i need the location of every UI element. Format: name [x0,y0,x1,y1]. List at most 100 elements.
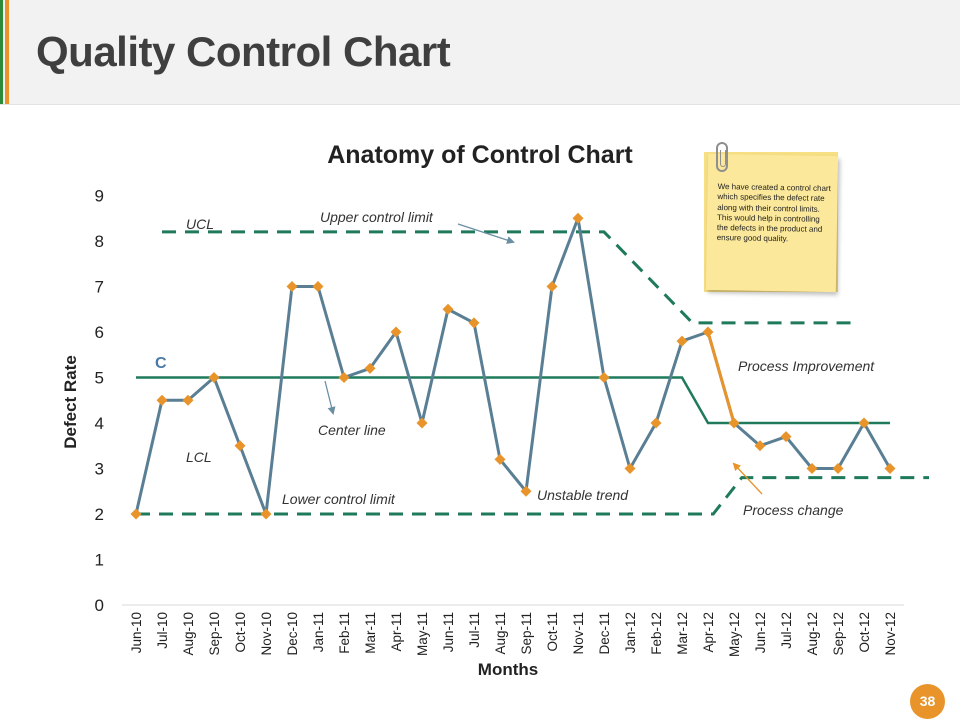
x-tick-label: Apr-12 [701,612,716,653]
data-point-marker [286,281,298,292]
x-tick-label: Jan-11 [311,612,326,652]
data-point-marker [572,212,584,224]
chart-title: Anatomy of Control Chart [327,141,633,169]
y-tick-label: 1 [95,551,104,570]
data-point-marker [182,394,194,406]
x-tick-label: Jun-10 [129,612,144,653]
process-change-label: Process change [743,502,844,518]
x-tick-label: Mar-11 [363,612,378,654]
data-point-marker [676,335,688,347]
y-tick-label: 2 [95,505,104,524]
data-point-marker [884,463,896,474]
x-tick-label: Jun-12 [753,612,768,653]
x-tick-label: Jul-10 [155,612,170,649]
x-tick-label: May-11 [415,612,430,656]
data-point-marker [650,417,662,429]
x-axis-ticks: Jun-10 Jul-10 Aug-10 Sep-10 Oct-10 Nov-10 Dec-… [129,612,898,657]
data-point-marker [390,326,402,338]
data-point-marker [416,417,428,429]
process-improvement-label: Process Improvement [738,358,875,374]
lcl-label: LCL [186,449,212,465]
data-point-marker [624,463,636,474]
y-tick-label: 4 [95,414,104,433]
x-tick-label: Oct-10 [233,612,248,653]
x-tick-label: Jan-12 [623,612,638,653]
paperclip-inner-loop [720,150,726,167]
x-tick-label: Feb-12 [649,612,664,655]
y-tick-label: 8 [95,232,104,251]
y-tick-label: 0 [95,596,104,615]
x-tick-label: Jun-11 [441,612,456,652]
x-tick-label: Sep-11 [519,612,534,655]
center-line-arrow [324,380,336,415]
paperclip-icon [716,142,728,172]
x-tick-label: Sep-12 [831,612,846,656]
page-title: Quality Control Chart [36,28,451,75]
process-change-segment [706,331,736,424]
x-tick-label: Aug-12 [805,612,820,656]
data-point-marker [156,394,168,406]
x-tick-label: Aug-11 [493,612,508,655]
data-point-marker [468,317,480,329]
center-line-label: Center line [318,422,386,438]
x-tick-label: May-12 [727,612,742,657]
data-point-marker [130,508,142,520]
sticky-note-text: We have created a control chart which sp… [716,182,831,244]
header-accent-orange [5,0,9,104]
data-point-marker [442,303,454,315]
data-point-marker [494,453,506,465]
data-point-marker [806,463,818,474]
x-tick-label: Nov-11 [571,612,586,655]
data-point-marker [754,440,766,452]
header-accent-green [0,0,3,104]
center-line [136,376,890,425]
upper-control-limit-label: Upper control limit [320,209,434,225]
x-tick-label: Mar-12 [675,612,690,655]
c-label: C [155,355,167,372]
data-point-marker [546,281,558,292]
process-change-arrow [732,462,763,495]
unstable-trend-label: Unstable trend [537,487,629,503]
data-point-marker [832,463,844,474]
data-series [130,212,896,520]
y-axis-ticks: 0 1 2 3 4 5 6 7 8 9 [95,187,104,616]
y-tick-label: 5 [95,369,104,388]
data-point-marker [234,440,246,452]
data-point-marker [208,372,220,383]
data-point-marker [312,281,324,292]
data-point-marker [728,417,740,429]
y-tick-label: 3 [95,460,104,479]
x-tick-label: Aug-10 [181,612,196,656]
data-point-marker [338,372,350,383]
x-tick-label: Apr-11 [389,612,404,652]
data-point-marker [780,431,792,443]
y-tick-label: 7 [95,278,104,297]
x-tick-label: Nov-12 [883,612,898,656]
y-tick-label: 9 [95,187,104,206]
ucl-label: UCL [186,216,214,232]
x-axis-label: Months [478,660,538,679]
data-point-marker [364,362,376,374]
data-point-marker [858,417,870,429]
x-tick-label: Oct-12 [857,612,872,653]
data-point-marker [702,326,714,338]
data-point-marker [598,372,610,383]
lcl-line [136,476,929,516]
lower-control-limit-label: Lower control limit [282,491,396,507]
data-point-marker [260,508,272,520]
upper-control-limit-arrow [457,223,515,244]
x-tick-label: Dec-10 [285,612,300,656]
y-axis-label: Defect Rate [61,355,80,449]
sticky-note: We have created a control chart which sp… [705,153,839,293]
x-tick-label: Dec-11 [597,612,612,655]
x-tick-label: Feb-11 [337,612,352,654]
data-point-marker [520,485,532,497]
x-tick-label: Jul-11 [467,612,482,648]
x-tick-label: Oct-11 [545,612,560,652]
x-tick-label: Nov-10 [259,612,274,656]
y-tick-label: 6 [95,323,104,342]
slide-header: Quality Control Chart [0,0,960,105]
defect-rate-line [134,216,892,516]
page-number-badge: 38 [910,684,945,719]
